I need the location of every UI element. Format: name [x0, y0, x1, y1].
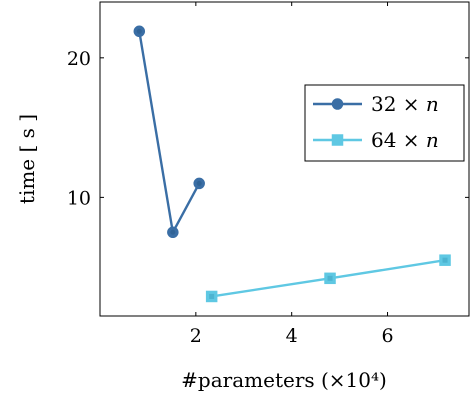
axis-ticks: 2 4 6 10 20	[67, 2, 469, 347]
series-2-point-core	[209, 293, 215, 299]
series-2-point-core	[327, 275, 333, 281]
legend-box	[304, 84, 465, 162]
x-tick-label: 4	[286, 325, 298, 347]
series-2-point	[324, 272, 336, 285]
series-1-point-core	[136, 28, 142, 34]
y-tick-label: 20	[67, 48, 91, 70]
legend-marker-1	[331, 98, 344, 110]
series-2-point-core	[442, 257, 448, 263]
series-2-point	[205, 290, 218, 303]
series-2-point	[439, 254, 451, 266]
x-tick-label: 2	[190, 325, 202, 347]
legend: 32 × n 64 × n	[304, 84, 465, 162]
x-axis-label: #parameters (×10⁴)	[181, 368, 387, 392]
legend-marker-2	[331, 134, 344, 146]
plot-frame	[99, 1, 470, 317]
series-layer	[133, 25, 451, 303]
y-axis-label: time [ s ]	[15, 114, 39, 204]
series-1-point	[133, 25, 146, 38]
series-1-line	[138, 31, 201, 234]
y-tick-label: 10	[67, 187, 91, 209]
series-1-point-core	[196, 180, 202, 186]
series-1-point	[167, 226, 179, 239]
legend-label-2: 64 × n	[371, 128, 439, 152]
series-1-point	[193, 177, 205, 190]
x-tick-label: 6	[381, 325, 393, 347]
legend-label-1: 32 × n	[371, 92, 439, 116]
series-1-point-core	[170, 229, 176, 235]
